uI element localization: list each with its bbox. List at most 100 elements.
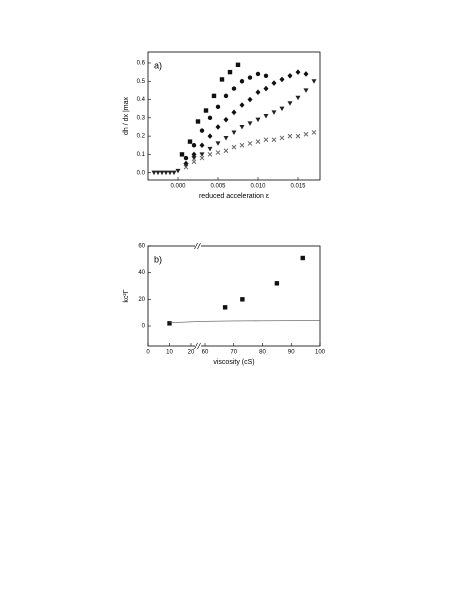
square-point xyxy=(222,305,228,310)
square-point xyxy=(240,297,245,302)
diamond-point xyxy=(207,133,213,139)
y-tick-label: 0.2 xyxy=(137,134,146,140)
x-tick-label: 80 xyxy=(259,350,266,356)
cross-point xyxy=(207,152,213,157)
cross-point xyxy=(247,141,253,146)
circle-point xyxy=(215,104,221,110)
diamond-point xyxy=(191,151,197,158)
square-point xyxy=(211,93,217,99)
axis-break-mark xyxy=(197,342,201,350)
circle-point xyxy=(263,73,269,78)
triangle-point xyxy=(223,135,229,141)
circle-point xyxy=(207,115,213,121)
diamond-point xyxy=(271,80,277,86)
y-tick-label: 40 xyxy=(138,270,145,276)
circle-point xyxy=(231,86,237,91)
curve xyxy=(169,320,320,324)
cross-point xyxy=(263,137,269,143)
axis-break-mark xyxy=(194,342,198,350)
triangle-point xyxy=(271,110,277,115)
triangle-point xyxy=(163,170,169,176)
diamond-point xyxy=(231,109,237,116)
axis-break-gap xyxy=(195,344,201,348)
triangle-point xyxy=(183,163,189,168)
y-tick-label: 0.4 xyxy=(137,97,146,103)
triangle-point xyxy=(215,141,221,146)
cross-point xyxy=(231,144,237,150)
x-tick-label: 100 xyxy=(315,350,326,356)
cross-point xyxy=(287,133,293,139)
x-tick-label: 10 xyxy=(166,350,173,356)
triangle-point xyxy=(255,117,261,123)
circle-point xyxy=(247,75,253,80)
x-tick-label: 0.005 xyxy=(210,184,226,190)
x-tick-label: 20 xyxy=(188,350,195,356)
cross-point xyxy=(239,142,245,148)
cross-point xyxy=(223,148,229,154)
cross-point xyxy=(303,131,309,137)
triangle-point xyxy=(207,146,213,152)
diamond-point xyxy=(263,85,269,92)
y-tick-label: 60 xyxy=(138,244,145,250)
triangle-point xyxy=(155,170,161,176)
y-tick-label: 0.6 xyxy=(137,61,146,67)
diamond-point xyxy=(303,71,309,77)
cross-point xyxy=(215,150,221,155)
square-point xyxy=(219,77,225,82)
square-point xyxy=(203,108,209,113)
cross-point xyxy=(311,130,317,135)
cross-point xyxy=(279,135,285,141)
x-axis-title: reduced acceleration ε xyxy=(199,193,269,200)
square-point xyxy=(274,281,280,286)
diamond-point xyxy=(223,116,229,123)
x-tick-label: 0.015 xyxy=(290,184,306,190)
circle-point xyxy=(255,71,261,77)
cross-point xyxy=(295,133,301,139)
x-tick-label: 0.010 xyxy=(250,184,266,190)
diamond-point xyxy=(199,142,205,149)
square-point xyxy=(179,152,185,157)
triangle-point xyxy=(303,88,309,93)
triangle-point xyxy=(171,170,177,176)
y-tick-label: 0.1 xyxy=(137,152,146,158)
x-tick-label: 90 xyxy=(288,350,295,356)
square-point xyxy=(300,255,305,261)
triangle-point xyxy=(239,124,245,130)
triangle-point xyxy=(263,114,269,119)
circle-point xyxy=(239,79,245,84)
cross-point xyxy=(191,159,197,165)
y-tick-label: 20 xyxy=(138,297,145,303)
axis-break-gap xyxy=(195,244,201,248)
x-tick-label: 70 xyxy=(230,350,237,356)
y-tick-label: 0.5 xyxy=(137,79,146,85)
square-point xyxy=(235,62,241,67)
axis-break-mark xyxy=(194,242,198,250)
circle-point xyxy=(191,143,197,148)
triangle-point xyxy=(279,106,285,112)
diamond-point xyxy=(215,124,221,130)
diamond-point xyxy=(287,72,293,79)
x-tick-label: 60 xyxy=(202,350,209,356)
x-tick-label: 0.000 xyxy=(170,184,186,190)
triangle-point xyxy=(295,95,301,101)
circle-point xyxy=(199,128,205,133)
diamond-point xyxy=(247,96,253,103)
triangle-point xyxy=(199,152,205,157)
circle-point xyxy=(183,155,189,161)
triangle-point xyxy=(159,170,165,176)
x-axis-title: viscosity (cS) xyxy=(213,359,254,366)
triangle-point xyxy=(311,79,317,84)
diamond-point xyxy=(295,69,301,75)
triangle-point xyxy=(231,130,237,135)
axis-break-mark xyxy=(197,242,201,250)
y-axis-title: kc²Γ xyxy=(123,289,130,302)
diamond-point xyxy=(279,76,285,83)
triangle-point xyxy=(247,121,253,126)
circle-point xyxy=(223,93,229,99)
triangle-point xyxy=(175,168,181,174)
diamond-point xyxy=(255,89,261,96)
triangle-point xyxy=(287,101,293,106)
square-point xyxy=(167,321,172,326)
